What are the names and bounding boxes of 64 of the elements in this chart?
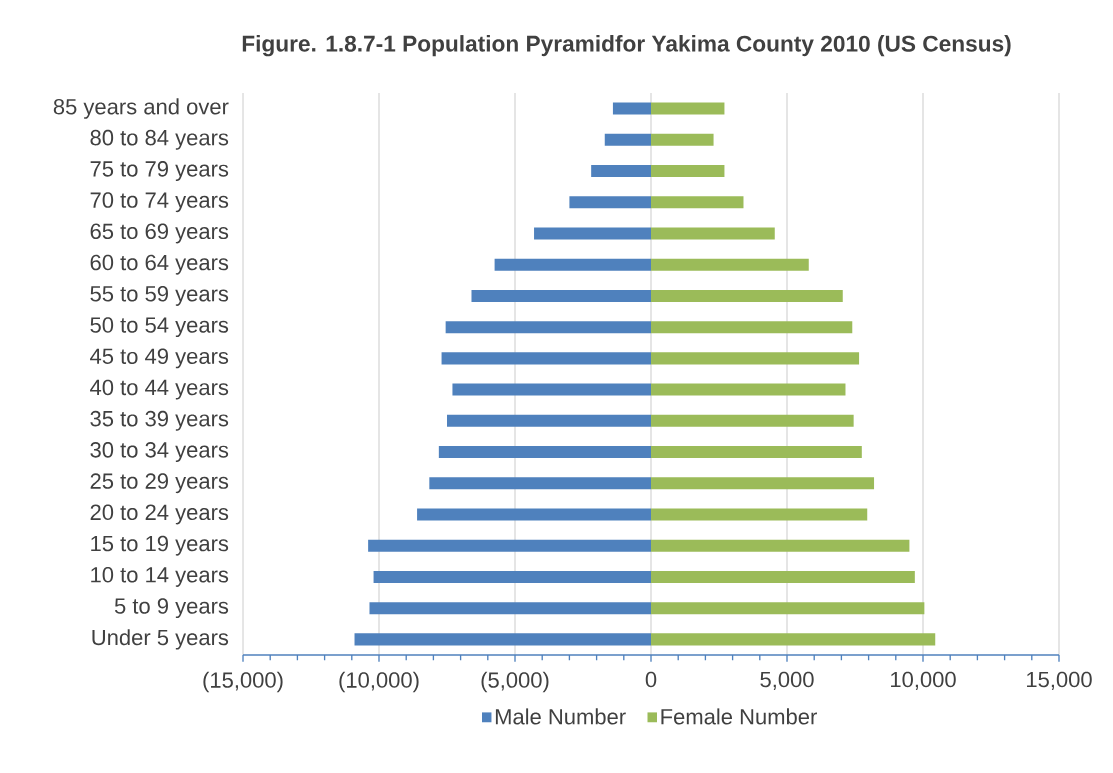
x-tick-label: 10,000	[891, 671, 956, 690]
y-tick-label: 45 to 49 years	[90, 348, 229, 369]
x-tick-label: (15,000)	[203, 671, 283, 693]
y-tick-label: 85 years and over	[53, 98, 229, 119]
y-tick-label: 30 to 34 years	[90, 442, 229, 462]
y-tick-label: 75 to 79 years	[90, 161, 229, 181]
bar	[494, 258, 651, 271]
y-tick-label: 50 to 54 years	[90, 317, 229, 338]
y-tick-label: 40 to 44 years	[90, 379, 229, 400]
bar	[651, 539, 910, 552]
legend-label: Female Number	[661, 708, 817, 725]
bar	[651, 633, 936, 646]
bar	[604, 133, 651, 146]
y-tick-label: 35 to 39 years	[90, 410, 229, 431]
y-tick-label: 15 to 19 years	[91, 535, 229, 556]
bar	[651, 321, 853, 334]
x-tick-label: (10,000)	[339, 671, 419, 693]
bar	[534, 227, 651, 240]
bar	[569, 196, 651, 209]
bar	[651, 383, 846, 396]
bar	[591, 165, 651, 178]
x-tick-label: 15,000	[1027, 671, 1092, 690]
bar	[441, 352, 651, 365]
x-tick-label: 0	[645, 671, 657, 688]
y-tick-label: 55 to 59 years	[90, 285, 229, 306]
bar	[651, 133, 714, 146]
bar	[651, 508, 868, 521]
bar	[417, 508, 651, 521]
bar	[651, 570, 915, 583]
bar	[651, 602, 925, 615]
y-tick-label: 20 to 24 years	[90, 504, 229, 525]
y-tick-label: 5 to 9 years	[114, 598, 229, 619]
y-tick-label: 10 to 14 years	[91, 566, 229, 587]
bar	[368, 539, 651, 552]
legend-label: Male Number	[495, 708, 626, 725]
chart-title: Figure. 1.8.7-1 Population Pyramidfor Yakima County 2010 (US Census)	[242, 35, 1011, 57]
y-tick-label: 70 to 74 years	[90, 192, 229, 213]
bar	[651, 352, 860, 365]
bar	[373, 570, 651, 583]
bar	[651, 289, 843, 302]
bar	[651, 414, 854, 427]
bar	[651, 477, 875, 490]
bar	[651, 446, 862, 459]
bar	[445, 321, 651, 334]
bar	[354, 633, 651, 646]
bar	[429, 477, 651, 490]
y-tick-label: 65 to 69 years	[90, 223, 229, 244]
bar	[438, 446, 651, 459]
bar	[651, 196, 744, 209]
y-tick-label: Under 5 years	[92, 629, 229, 650]
x-tick-label: 5,000	[760, 671, 814, 690]
bar	[452, 383, 651, 396]
bar	[651, 258, 809, 271]
bar	[471, 289, 651, 302]
bar	[651, 102, 725, 115]
bar	[651, 227, 775, 240]
bar	[651, 165, 725, 178]
x-tick-label: (5,000)	[481, 671, 549, 693]
y-tick-label: 25 to 29 years	[90, 473, 229, 494]
y-tick-label: 60 to 64 years	[90, 254, 229, 275]
bar	[447, 414, 651, 427]
bar	[369, 602, 651, 615]
bar	[612, 102, 651, 115]
y-tick-label: 80 to 84 years	[90, 129, 229, 150]
